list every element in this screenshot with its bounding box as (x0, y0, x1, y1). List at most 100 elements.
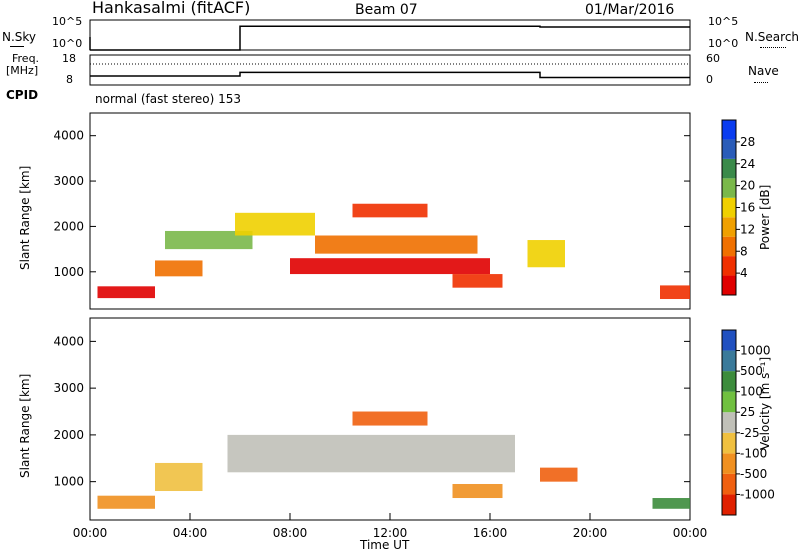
velocity-colorbar-swatch (722, 330, 736, 351)
heatmap-region (97, 495, 155, 509)
nsearch-tick-bottom: 10^0 (708, 37, 739, 50)
station-title: Hankasalmi (fitACF) (92, 0, 251, 17)
velocity-colorbar-tick-label: -25 (740, 426, 760, 440)
x-tick-label: 08:00 (273, 526, 308, 540)
heatmap-region (97, 286, 155, 299)
y-tick-label: 4000 (53, 129, 84, 143)
heatmap-region (352, 411, 428, 426)
heatmap-region (452, 483, 503, 499)
heatmap-region (660, 285, 690, 300)
heatmap-region (652, 498, 690, 509)
power-colorbar-swatch (722, 158, 736, 179)
nsky-panel-frame (89, 19, 691, 51)
power-colorbar-tick-label: 16 (740, 201, 755, 215)
velocity-colorbar-swatch (722, 494, 736, 515)
velocity-ylabel: Slant Range [km] (18, 373, 32, 478)
heatmap-region (155, 260, 203, 277)
nave-tick-bottom: 0 (706, 73, 713, 86)
freq-panel-frame (89, 54, 691, 86)
power-colorbar-tick-label: 4 (740, 266, 748, 280)
power-colorbar-swatch (722, 236, 736, 257)
velocity-colorbar-tick-label: 100 (740, 385, 763, 399)
nsky-tick-top: 10^5 (52, 15, 83, 28)
heatmap-region (540, 467, 578, 482)
beam-title: Beam 07 (355, 2, 418, 18)
velocity-colorbar-tick-label: -500 (740, 467, 767, 481)
y-tick-label: 2000 (53, 428, 84, 442)
freq-tick-top: 18 (62, 52, 76, 65)
velocity-heatmap-cells (97, 411, 690, 509)
y-tick-label: 4000 (53, 334, 84, 348)
nsky-line (90, 25, 690, 51)
freq-line (90, 71, 690, 79)
freq-tick-bottom: 8 (66, 73, 73, 86)
power-colorbar-swatch (722, 256, 736, 276)
heatmap-region (290, 258, 490, 275)
power-colorbar-swatch (722, 275, 736, 295)
nsky-label: N.Sky (2, 30, 37, 44)
heatmap-region (452, 274, 503, 288)
power-colorbar-swatch (722, 120, 736, 140)
nave-tick-top: 60 (706, 52, 720, 65)
velocity-colorbar-swatch (722, 391, 736, 413)
heatmap-region (235, 212, 315, 236)
velocity-y-ticks: 4000 3000 2000 1000 (53, 334, 690, 489)
velocity-colorbar-swatch (722, 371, 736, 392)
power-colorbar-swatch (722, 139, 736, 159)
nsearch-label: N.Search (745, 30, 800, 44)
power-colorbar: 28 24 20 16 12 8 4 (721, 119, 755, 296)
velocity-colorbar-label: Velocity [m s⁻¹] (758, 356, 772, 450)
velocity-colorbar-swatch (722, 473, 736, 495)
x-axis-label: Time UT (360, 538, 410, 552)
velocity-colorbar-frame (721, 329, 737, 516)
heatmap-region (155, 462, 203, 492)
velocity-colorbar-swatch (722, 432, 736, 454)
y-tick-label: 1000 (53, 265, 84, 279)
freq-label-1: Freq. (12, 52, 40, 65)
heatmap-region (315, 235, 478, 254)
power-colorbar-swatch (722, 178, 736, 198)
nave-legend-line (754, 82, 768, 83)
power-colorbar-tick-label: 12 (740, 222, 755, 236)
power-colorbar-tick-label: 8 (740, 244, 748, 258)
x-tick-label: 12:00 (373, 526, 408, 540)
x-tick-label: 04:00 (173, 526, 208, 540)
nsearch-tick-top: 10^5 (708, 15, 739, 28)
cpid-text: normal (fast stereo) 153 (95, 92, 242, 106)
time-x-ticks: 00:00 04:00 08:00 12:00 16:00 20:00 00:00 (73, 513, 708, 540)
power-colorbar-swatch (722, 197, 736, 218)
power-y-ticks: 4000 3000 2000 1000 (53, 129, 690, 279)
nsky-legend-line (10, 46, 24, 47)
velocity-panel: 4000 3000 2000 1000 00:00 04:00 08:00 12:00 16:… (53, 317, 708, 540)
y-tick-label: 3000 (53, 381, 84, 395)
date-title: 01/Mar/2016 (585, 2, 675, 18)
heatmap-region (527, 240, 565, 268)
nsearch-legend-line (760, 47, 786, 48)
power-colorbar-tick-label: 24 (740, 157, 755, 171)
nsky-series (89, 25, 690, 51)
y-tick-label: 2000 (53, 219, 84, 233)
velocity-colorbar: 1000 500 100 25 -25 -100 -500 -1000 (721, 329, 775, 516)
nsky-tick-bottom: 10^0 (52, 37, 83, 50)
velocity-colorbar-tick-label: 1000 (740, 344, 771, 358)
power-colorbar-swatch (722, 217, 736, 237)
power-heatmap-cells (97, 203, 690, 300)
power-panel: 4000 3000 2000 1000 (53, 112, 691, 310)
x-tick-label: 16:00 (473, 526, 508, 540)
power-colorbar-tick-label: 20 (740, 179, 755, 193)
x-tick-label: 20:00 (573, 526, 608, 540)
heatmap-region (352, 203, 428, 218)
velocity-colorbar-tick-label: -1000 (740, 487, 775, 501)
x-tick-label: 00:00 (673, 526, 708, 540)
velocity-colorbar-swatch (722, 412, 736, 433)
velocity-colorbar-swatch (722, 350, 736, 372)
power-panel-frame (89, 112, 691, 310)
nave-label: Nave (748, 64, 779, 78)
velocity-colorbar-tick-label: -100 (740, 446, 767, 460)
heatmap-region (165, 230, 253, 250)
velocity-colorbar-tick-label: 25 (740, 405, 755, 419)
cpid-label: CPID (6, 88, 39, 102)
freq-label-2: [MHz] (6, 64, 39, 77)
power-ylabel: Slant Range [km] (18, 165, 32, 270)
